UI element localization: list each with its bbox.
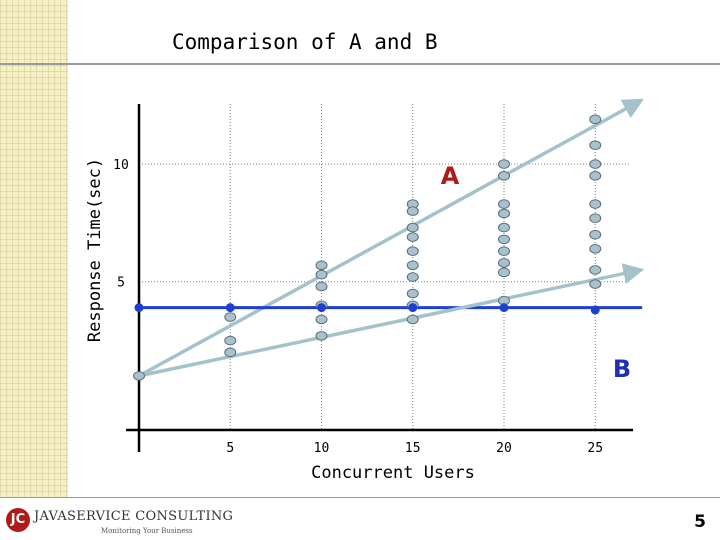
footer-divider <box>0 497 720 498</box>
point-a-33 <box>589 171 602 181</box>
company-logo: JC JAVASERVICE CONSULTING Monitoring You… <box>6 506 233 536</box>
title-divider <box>0 63 720 65</box>
axes <box>126 104 633 452</box>
scatter-chart: 5 10 15 20 25 5 10 Concurrent Users Response T… <box>85 98 645 483</box>
point-a-12 <box>406 222 419 233</box>
point-a-0 <box>133 371 145 381</box>
point-a-38 <box>589 265 602 275</box>
point-a-37 <box>589 243 602 254</box>
x-tick-label-25: 25 <box>587 441 603 456</box>
point-a-16 <box>406 272 419 282</box>
point-a-4 <box>315 260 328 271</box>
point-a-39 <box>589 279 602 289</box>
point-a-8 <box>315 314 328 325</box>
point-a-5 <box>315 269 328 280</box>
logo-mark-icon: JC <box>6 508 30 532</box>
grid-lines <box>139 104 630 430</box>
point-a-13 <box>406 232 419 242</box>
point-a-1 <box>224 312 237 322</box>
point-a-11 <box>406 206 419 216</box>
point-a-35 <box>589 213 602 223</box>
point-a-19 <box>406 314 419 325</box>
x-tick-label-10: 10 <box>314 441 330 456</box>
point-b-2 <box>317 303 326 313</box>
point-a-36 <box>589 229 602 240</box>
x-axis-title: Concurrent Users <box>311 463 475 483</box>
page-number: 5 <box>694 512 706 532</box>
point-a-17 <box>406 288 419 299</box>
point-a-24 <box>498 222 510 233</box>
trend-line-c <box>137 263 645 378</box>
point-a-22 <box>498 199 510 209</box>
series-a-label: A <box>441 162 460 190</box>
x-tick-label-20: 20 <box>496 441 512 456</box>
point-a-15 <box>406 260 419 271</box>
point-b-0 <box>134 303 144 313</box>
point-a-31 <box>589 140 602 151</box>
point-a-3 <box>224 347 237 358</box>
point-a-21 <box>498 171 510 181</box>
y-tick-label-10: 10 <box>113 158 129 173</box>
point-a-28 <box>498 267 510 278</box>
trend-line-a <box>137 98 644 378</box>
point-a-34 <box>589 199 602 209</box>
point-a-20 <box>498 159 510 169</box>
data-points <box>133 114 602 381</box>
point-a-9 <box>315 331 328 341</box>
point-b-1 <box>225 303 235 313</box>
point-a-30 <box>589 114 602 125</box>
y-tick-label-5: 5 <box>117 276 125 291</box>
slide-title: Comparison of A and B <box>172 30 438 54</box>
series-b-label: B <box>613 355 631 383</box>
y-axis-title: Response Time(sec) <box>85 158 105 342</box>
point-a-25 <box>498 234 510 245</box>
x-tick-label-5: 5 <box>226 441 234 456</box>
trend-lines <box>137 98 645 378</box>
point-a-26 <box>498 246 510 256</box>
point-b-5 <box>590 305 600 315</box>
logo-tagline: Monitoring Your Business <box>101 527 193 535</box>
point-b-4 <box>499 303 509 313</box>
x-tick-label-15: 15 <box>405 441 421 456</box>
point-b-3 <box>408 303 418 313</box>
point-a-27 <box>498 258 510 268</box>
point-a-6 <box>315 281 328 292</box>
point-a-14 <box>406 246 419 256</box>
point-a-2 <box>224 335 237 346</box>
point-a-23 <box>498 208 510 219</box>
point-a-32 <box>589 159 602 169</box>
decorative-grid-strip <box>0 0 68 498</box>
logo-name: JAVASERVICE CONSULTING <box>34 509 234 524</box>
tick-labels: 5 10 15 20 25 5 10 <box>113 158 603 456</box>
